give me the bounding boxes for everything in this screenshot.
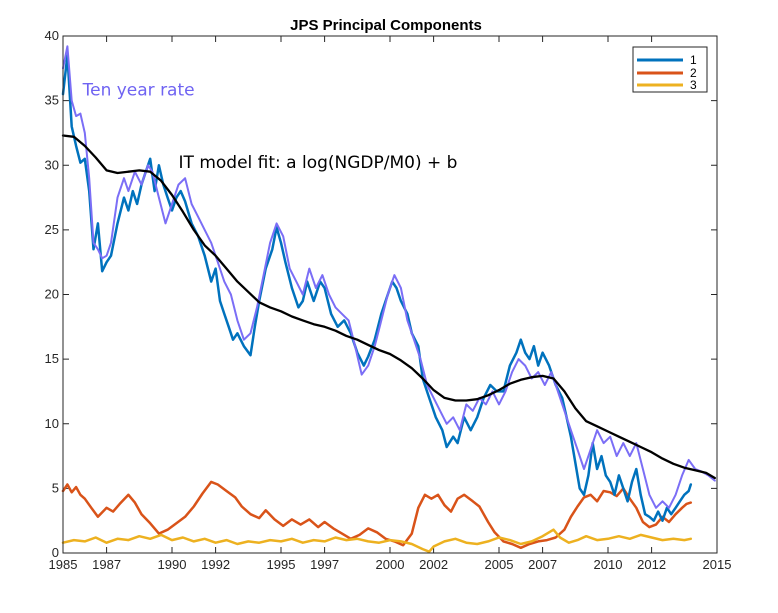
chart-title: JPS Principal Components	[290, 17, 482, 34]
y-tick-label-5: 5	[52, 480, 59, 495]
x-tick-label-2015: 2015	[703, 557, 732, 572]
x-tick-label-2007: 2007	[528, 557, 557, 572]
y-tick-label-40: 40	[45, 28, 59, 43]
legend-label-3: 3	[690, 78, 697, 92]
legend-label-1: 1	[690, 53, 697, 67]
plot-area	[61, 45, 716, 553]
x-tick-label-1995: 1995	[267, 557, 296, 572]
x-tick-label-1992: 1992	[201, 557, 230, 572]
y-tick-label-35: 35	[45, 93, 59, 108]
series-1-line	[61, 54, 693, 522]
x-tick-label-1985: 1985	[49, 557, 78, 572]
x-tick-label-1997: 1997	[310, 557, 339, 572]
series-3-line	[61, 528, 693, 553]
x-tick-label-1987: 1987	[92, 557, 121, 572]
x-tick-label-2010: 2010	[594, 557, 623, 572]
y-tick-label-30: 30	[45, 157, 59, 172]
plot-frame	[62, 35, 718, 554]
series-ten-year-rate-line	[62, 45, 716, 509]
tick-labels: 1985 1987 1990 1992 1995 1997 2000 2002 2005 2007…	[45, 28, 732, 572]
annotation-ten-year-rate: Ten year rate	[82, 80, 195, 100]
legend: 1 2 3	[632, 46, 708, 93]
series-it-model-fit-line	[61, 134, 716, 480]
x-tick-label-2005: 2005	[485, 557, 514, 572]
x-tick-label-2012: 2012	[637, 557, 666, 572]
y-tick-label-25: 25	[45, 222, 59, 237]
legend-label-2: 2	[690, 66, 697, 80]
y-tick-label-20: 20	[45, 287, 59, 302]
y-tick-label-10: 10	[45, 416, 59, 431]
annotation-it-model-fit: IT model fit: a log(NGDP/M0) + b	[179, 153, 458, 173]
x-tick-label-2000: 2000	[376, 557, 405, 572]
x-tick-label-1990: 1990	[158, 557, 187, 572]
y-tick-label-15: 15	[45, 351, 59, 366]
x-tick-label-2002: 2002	[419, 557, 448, 572]
y-tick-label-0: 0	[52, 545, 59, 560]
